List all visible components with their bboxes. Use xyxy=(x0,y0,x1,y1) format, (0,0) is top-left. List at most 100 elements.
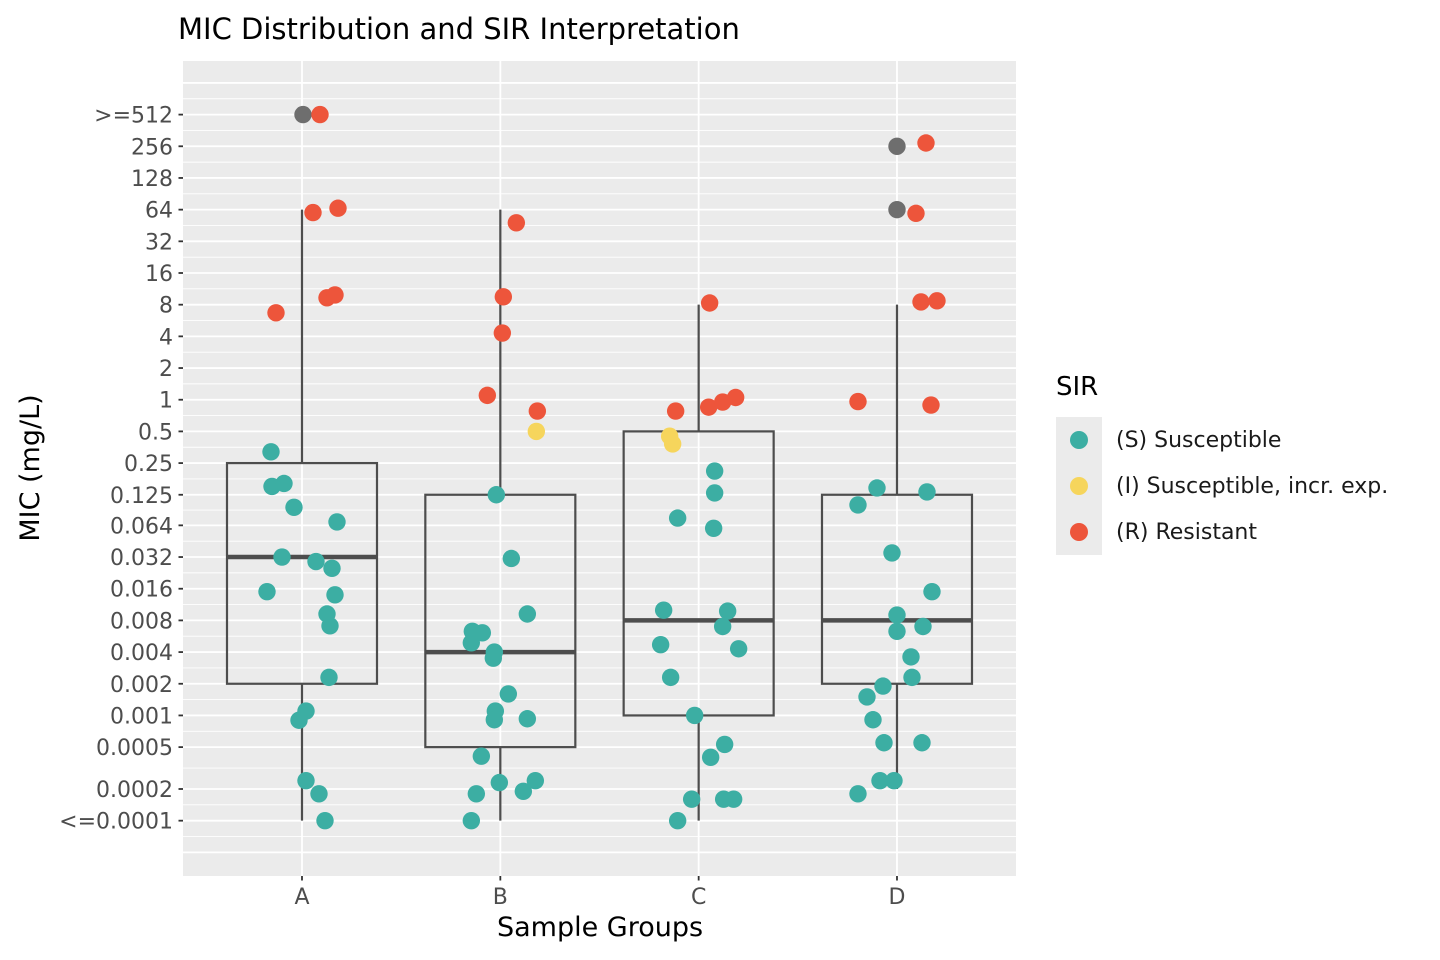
data-point xyxy=(922,396,940,414)
data-point xyxy=(518,605,537,623)
data-point xyxy=(297,771,315,790)
data-point xyxy=(663,435,682,453)
data-point xyxy=(888,200,906,219)
data-point xyxy=(726,388,745,407)
y-tick-label: 0.064 xyxy=(110,514,173,539)
y-tick-label: 0.25 xyxy=(124,452,173,477)
data-point xyxy=(484,649,503,667)
data-point xyxy=(262,443,280,461)
y-tick-label: 0.008 xyxy=(110,609,173,634)
legend-dot-resistant xyxy=(1070,523,1088,541)
data-point xyxy=(462,634,481,652)
legend-item-label: (I) Susceptible, incr. exp. xyxy=(1116,473,1389,499)
data-point xyxy=(713,617,732,636)
x-tick-label: A xyxy=(294,885,309,910)
data-point xyxy=(326,286,344,304)
data-point xyxy=(918,483,936,501)
y-tick-label: >=512 xyxy=(94,104,173,129)
y-tick-label: 0.0005 xyxy=(96,736,173,761)
data-point xyxy=(316,811,334,830)
data-point xyxy=(912,293,930,311)
data-point xyxy=(311,105,329,124)
box xyxy=(820,493,974,685)
data-point xyxy=(699,398,718,416)
data-point xyxy=(654,601,673,619)
y-tick-label: 2 xyxy=(159,357,173,382)
data-point xyxy=(294,105,312,124)
data-point xyxy=(493,324,512,342)
data-point xyxy=(682,790,701,808)
y-tick-label: 1 xyxy=(159,389,173,414)
data-point xyxy=(494,288,513,306)
data-point xyxy=(903,668,921,687)
data-point xyxy=(715,735,734,754)
legend-item: (I) Susceptible, incr. exp. xyxy=(1056,463,1388,509)
legend-key xyxy=(1056,417,1102,463)
data-point xyxy=(651,636,670,654)
data-point xyxy=(307,552,325,571)
y-axis-title: MIC (mg/L) xyxy=(15,394,46,542)
data-point xyxy=(729,640,748,658)
data-point xyxy=(868,479,886,497)
data-point xyxy=(849,496,867,514)
y-tick-label: 128 xyxy=(131,167,173,192)
data-point xyxy=(705,462,724,480)
data-point xyxy=(871,771,889,790)
data-point xyxy=(321,617,339,635)
data-point xyxy=(668,509,687,527)
legend-item-label: (R) Resistant xyxy=(1116,519,1257,545)
x-axis-title: Sample Groups xyxy=(496,912,704,943)
data-point xyxy=(507,214,526,232)
data-point xyxy=(874,677,892,695)
y-tick-label: 16 xyxy=(145,262,173,287)
data-point xyxy=(704,519,723,538)
data-point xyxy=(864,711,882,729)
data-point xyxy=(472,747,491,765)
data-point xyxy=(724,790,743,808)
y-tick-label: 0.0002 xyxy=(96,778,173,803)
data-point xyxy=(668,811,687,830)
data-point xyxy=(885,771,903,790)
data-point xyxy=(701,748,720,767)
legend-item: (R) Resistant xyxy=(1056,509,1388,555)
data-point xyxy=(526,771,545,790)
y-tick-label: 0.016 xyxy=(110,578,173,603)
y-tick-label: 0.125 xyxy=(110,484,173,509)
data-point xyxy=(913,734,931,752)
data-point xyxy=(917,134,935,152)
data-point xyxy=(923,582,941,601)
data-point xyxy=(310,785,328,803)
data-point xyxy=(285,498,303,517)
data-point xyxy=(849,785,867,803)
legend: SIR (S) Susceptible (I) Susceptible, inc… xyxy=(1056,372,1388,555)
legend-title: SIR xyxy=(1056,372,1099,402)
data-point xyxy=(323,559,341,578)
data-point xyxy=(514,782,533,801)
y-tick-label: 0.032 xyxy=(110,546,173,571)
data-point xyxy=(467,785,486,803)
data-point xyxy=(666,402,685,420)
data-point xyxy=(478,386,497,405)
y-tick-label: 0.004 xyxy=(110,641,173,666)
data-point xyxy=(273,548,291,566)
data-point xyxy=(849,392,867,411)
data-point xyxy=(485,711,504,729)
data-point xyxy=(700,294,719,312)
data-point xyxy=(705,484,724,502)
data-point xyxy=(685,706,704,725)
data-point xyxy=(258,582,276,601)
data-point xyxy=(888,606,906,624)
y-tick-label: 4 xyxy=(159,325,173,350)
data-point xyxy=(499,685,518,703)
data-point xyxy=(329,199,347,217)
data-point xyxy=(490,773,509,792)
legend-item-label: (S) Susceptible xyxy=(1116,427,1282,453)
data-point xyxy=(718,602,737,620)
data-point xyxy=(487,486,506,504)
data-point xyxy=(888,137,906,155)
data-point xyxy=(326,586,344,604)
data-point xyxy=(304,203,322,222)
panel-background xyxy=(183,61,1016,876)
chart-title: MIC Distribution and SIR Interpretation xyxy=(178,12,740,46)
